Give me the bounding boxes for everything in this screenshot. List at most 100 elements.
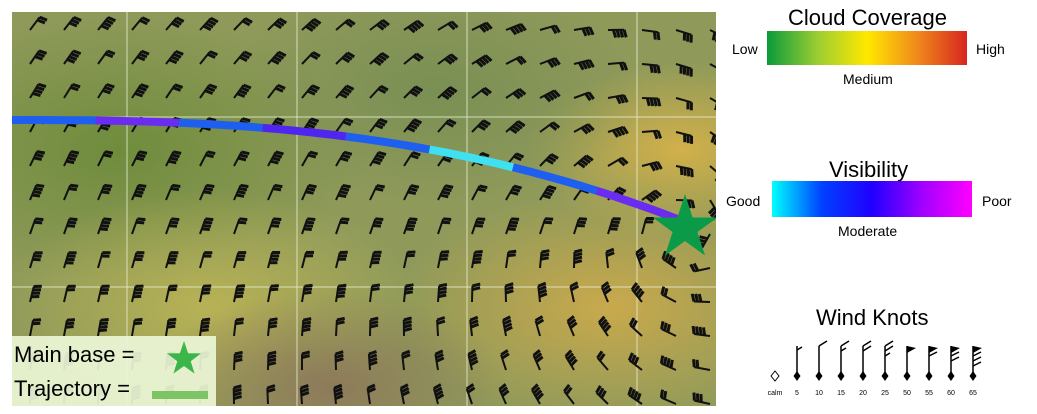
wind-barb [267, 50, 287, 65]
wind-barb [689, 262, 711, 273]
key-star-icon [166, 341, 202, 374]
wind-barb [335, 316, 346, 337]
wind-barb [437, 184, 454, 201]
wind-barb [569, 281, 580, 303]
wind-barb [369, 84, 389, 99]
wind-barb [595, 385, 609, 405]
wind-barb [675, 63, 693, 77]
wind-barb [266, 384, 276, 405]
wind-barb [600, 281, 612, 303]
wind-barb [627, 352, 643, 371]
wind-barb [573, 26, 595, 37]
wind-barb [369, 150, 387, 167]
wind-barb [131, 217, 146, 235]
wind-knots-label: 25 [881, 390, 889, 397]
wind-barb [97, 16, 117, 31]
wind-barb [63, 49, 82, 65]
wind-barb [301, 183, 317, 201]
wind-barb [29, 217, 44, 235]
wind-barb [369, 184, 385, 201]
wind-barb [597, 315, 612, 337]
wind-barb [233, 83, 252, 99]
wind-barb [97, 49, 116, 65]
visibility-colorbar [772, 181, 972, 217]
wind-barb [566, 315, 578, 337]
wind-knots-item: 20 [859, 340, 872, 397]
wind-barb [691, 325, 711, 337]
wind-barb [539, 57, 561, 69]
wind-barb [63, 183, 79, 201]
wind-barb [334, 350, 344, 371]
visibility-poor-label: Poor [982, 193, 1012, 209]
wind-barb [233, 17, 253, 31]
wind-barb [504, 282, 514, 303]
wind-barb [607, 94, 629, 105]
wind-barb [709, 165, 716, 182]
wind-barb [335, 217, 350, 235]
wind-barb [661, 250, 677, 269]
wind-barb [97, 318, 109, 337]
wind-barb [437, 53, 459, 65]
wind-barb [434, 349, 445, 371]
wind-barb [403, 118, 423, 133]
wind-barb [539, 89, 561, 103]
wind-barb [437, 217, 452, 235]
wind-barb [29, 251, 43, 269]
wind-barb [97, 284, 110, 303]
wind-barb [641, 217, 655, 235]
wind-barb [607, 61, 629, 71]
wind-barb [437, 86, 458, 100]
wind-barb [267, 83, 286, 99]
wind-barb [63, 251, 77, 269]
wind-knots-item: 5 [793, 346, 803, 397]
wind-barb [564, 349, 578, 371]
trajectory-segment [595, 186, 682, 224]
wind-barb [502, 315, 513, 337]
main-base-star-icon[interactable] [652, 194, 716, 256]
wind-barb [131, 16, 151, 31]
wind-barb [335, 184, 351, 201]
wind-knots-item: 25 [881, 340, 894, 397]
wind-barb [471, 282, 481, 303]
trajectory-path[interactable] [12, 116, 682, 224]
cloud-low-label: Low [732, 41, 758, 57]
wind-barb [131, 251, 145, 269]
wind-barb [403, 184, 420, 201]
map-key: Main base = Trajectory = [12, 336, 216, 406]
wind-barb [29, 284, 42, 303]
wind-barb-field [29, 15, 716, 405]
wind-barb [299, 383, 310, 405]
wind-barb [165, 183, 181, 201]
wind-barb [403, 85, 424, 99]
wind-barb [402, 316, 413, 337]
wind-barb [635, 247, 647, 269]
wind-knots-label: 50 [903, 390, 911, 397]
wind-barb [596, 350, 609, 371]
wind-barb [301, 150, 318, 167]
wind-barb [467, 349, 479, 371]
wind-barb [605, 247, 615, 269]
wind-barb [369, 316, 379, 337]
wind-barb [233, 150, 250, 167]
wind-barb [301, 250, 315, 269]
wind-barb [63, 318, 76, 337]
wind-barb [335, 283, 347, 303]
wind-knots-label: 10 [815, 390, 823, 397]
wind-barb [505, 23, 527, 36]
wind-barb [63, 16, 82, 31]
wind-barb [199, 284, 212, 303]
wind-barb [233, 183, 249, 201]
wind-barb [403, 250, 416, 269]
wind-barb [63, 284, 76, 303]
wind-barb [471, 217, 486, 235]
wind-barb [199, 183, 215, 201]
wind-knots-label: 65 [969, 390, 977, 397]
wind-barb [301, 51, 321, 65]
wind-barb [267, 150, 284, 167]
wind-barb [539, 249, 550, 269]
wind-barb [534, 315, 545, 337]
wind-barb [267, 217, 282, 235]
wind-barb [267, 183, 283, 201]
wind-barb [399, 383, 410, 405]
wind-knots-label: calm [768, 390, 783, 397]
